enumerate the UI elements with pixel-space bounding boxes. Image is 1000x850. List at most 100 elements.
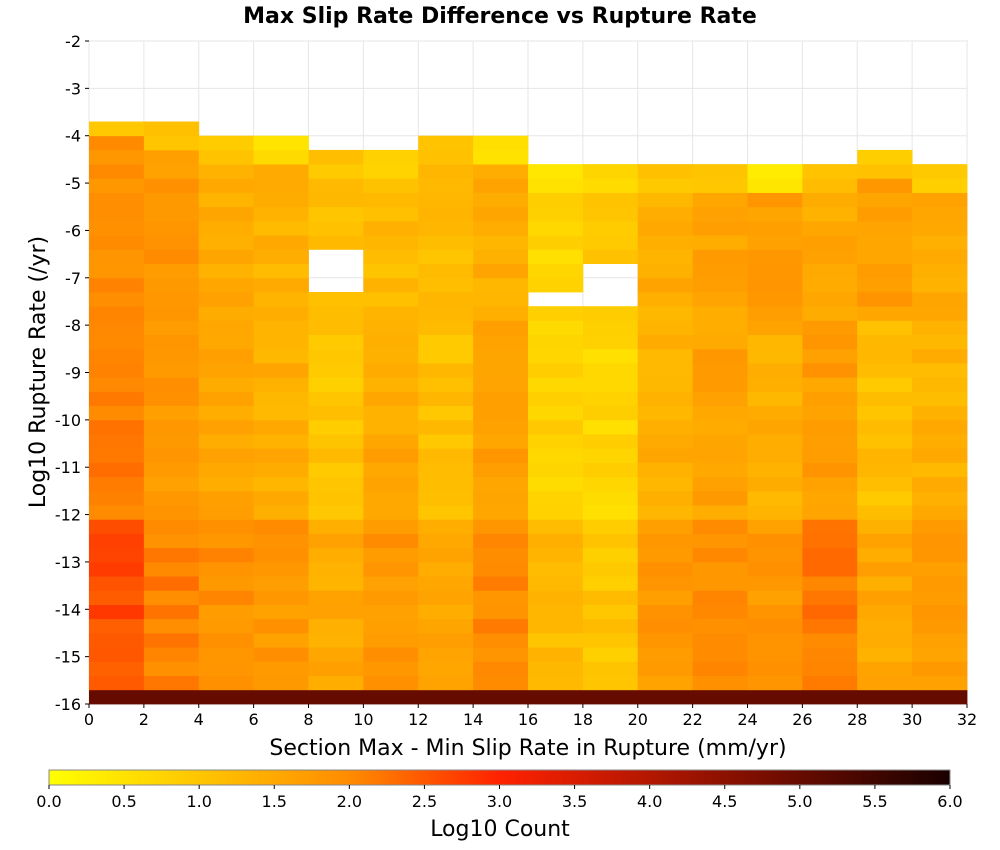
heatmap-cell xyxy=(198,277,255,293)
heatmap-cell xyxy=(473,632,529,648)
heatmap-cell xyxy=(747,377,803,392)
heatmap-cell xyxy=(637,348,694,364)
heatmap-cell xyxy=(857,206,913,222)
heatmap-cell xyxy=(89,320,145,336)
heatmap-cell xyxy=(308,604,364,620)
heatmap-cell xyxy=(253,405,309,421)
heatmap-cell xyxy=(528,632,584,648)
heatmap-cell xyxy=(473,348,529,364)
heatmap-cell xyxy=(747,235,803,250)
heatmap-cell xyxy=(198,192,255,208)
heatmap-cell xyxy=(308,632,364,648)
heatmap-cell xyxy=(528,419,584,435)
heatmap-cell xyxy=(198,320,255,336)
heatmap-cell xyxy=(802,391,858,407)
heatmap-cell xyxy=(363,391,419,407)
heatmap-cell xyxy=(802,576,858,591)
heatmap-cell xyxy=(528,689,584,705)
heatmap-cell xyxy=(528,533,584,549)
heatmap-cell xyxy=(692,348,748,364)
heatmap-cell xyxy=(802,377,858,392)
heatmap-cell xyxy=(857,647,913,662)
heatmap-cell xyxy=(89,121,145,137)
colorbar-tick-label: 0.5 xyxy=(111,792,136,811)
heatmap-cell xyxy=(912,604,968,620)
heatmap-cell xyxy=(363,533,419,549)
x-tick-label: 6 xyxy=(249,710,259,729)
heatmap-cell xyxy=(802,206,858,222)
heatmap-cell xyxy=(473,291,529,307)
heatmap-cell xyxy=(912,348,968,364)
heatmap-cell xyxy=(253,689,309,705)
y-tick-label: -9 xyxy=(65,364,81,383)
heatmap-cell xyxy=(418,689,474,705)
heatmap-cell xyxy=(802,291,858,307)
heatmap-cell xyxy=(418,235,474,250)
heatmap-cell xyxy=(747,675,803,691)
heatmap-cell xyxy=(89,206,145,222)
heatmap-cell xyxy=(582,178,639,193)
heatmap-cell xyxy=(308,291,364,307)
heatmap-cell xyxy=(363,561,419,577)
heatmap-cell xyxy=(857,348,913,364)
heatmap-cell xyxy=(363,277,419,293)
heatmap-cell xyxy=(473,490,529,506)
heatmap-cell xyxy=(143,377,200,392)
heatmap-cell xyxy=(692,263,748,279)
heatmap-cell xyxy=(637,249,694,264)
heatmap-cell xyxy=(253,277,309,293)
heatmap-cell xyxy=(528,249,584,264)
heatmap-cell xyxy=(582,405,639,421)
heatmap-cell xyxy=(857,306,913,321)
heatmap-cell xyxy=(473,135,529,151)
heatmap-cell xyxy=(912,334,968,350)
heatmap-cell xyxy=(637,363,694,378)
heatmap-cell xyxy=(198,405,255,421)
heatmap-cell xyxy=(857,519,913,534)
heatmap-cell xyxy=(89,689,145,705)
heatmap-cells xyxy=(89,121,968,705)
heatmap-cell xyxy=(473,334,529,350)
heatmap-cell xyxy=(912,377,968,392)
heatmap-cell xyxy=(418,490,474,506)
heatmap-cell xyxy=(747,391,803,407)
heatmap-cell xyxy=(637,519,694,534)
heatmap-cell xyxy=(418,334,474,350)
heatmap-cell xyxy=(418,391,474,407)
y-axis-ticks: -2 -3 -4 -5 -6 -7 -8 -9 -10 -11 -12 -13 -14 -15 -16 xyxy=(55,32,89,714)
heatmap-cell xyxy=(363,448,419,463)
heatmap-cell xyxy=(89,419,145,435)
heatmap-cell xyxy=(143,135,200,151)
x-tick-label: 30 xyxy=(902,710,922,729)
heatmap-cell xyxy=(253,206,309,222)
heatmap-cell xyxy=(528,490,584,506)
heatmap-cell xyxy=(253,448,309,463)
colorbar-ticks: 0.0 0.5 1.0 1.5 2.0 2.5 3.0 3.5 4.0 4.5 5.0 5.5 6.0 xyxy=(36,785,963,811)
heatmap-cell xyxy=(363,220,419,236)
heatmap-cell xyxy=(418,505,474,520)
heatmap-cell xyxy=(528,547,584,563)
heatmap-cell xyxy=(363,334,419,350)
y-tick-label: -11 xyxy=(55,458,81,477)
heatmap-cell xyxy=(363,249,419,264)
heatmap-cell xyxy=(582,476,639,492)
heatmap-cell xyxy=(308,490,364,506)
heatmap-cell xyxy=(198,306,255,321)
heatmap-cell xyxy=(253,505,309,520)
heatmap-cell xyxy=(692,618,748,634)
heatmap-cell xyxy=(89,448,145,463)
heatmap-cell xyxy=(253,547,309,563)
heatmap-cell xyxy=(637,604,694,620)
heatmap-cell xyxy=(857,689,913,705)
heatmap-cell xyxy=(89,235,145,250)
heatmap-cell xyxy=(473,689,529,705)
heatmap-cell xyxy=(747,519,803,534)
heatmap-cell xyxy=(528,220,584,236)
heatmap-cell xyxy=(747,689,803,705)
heatmap-cell xyxy=(473,519,529,534)
heatmap-cell xyxy=(692,661,748,676)
heatmap-cell xyxy=(198,462,255,478)
heatmap-cell xyxy=(692,561,748,577)
heatmap-cell xyxy=(473,561,529,577)
heatmap-cell xyxy=(473,178,529,193)
